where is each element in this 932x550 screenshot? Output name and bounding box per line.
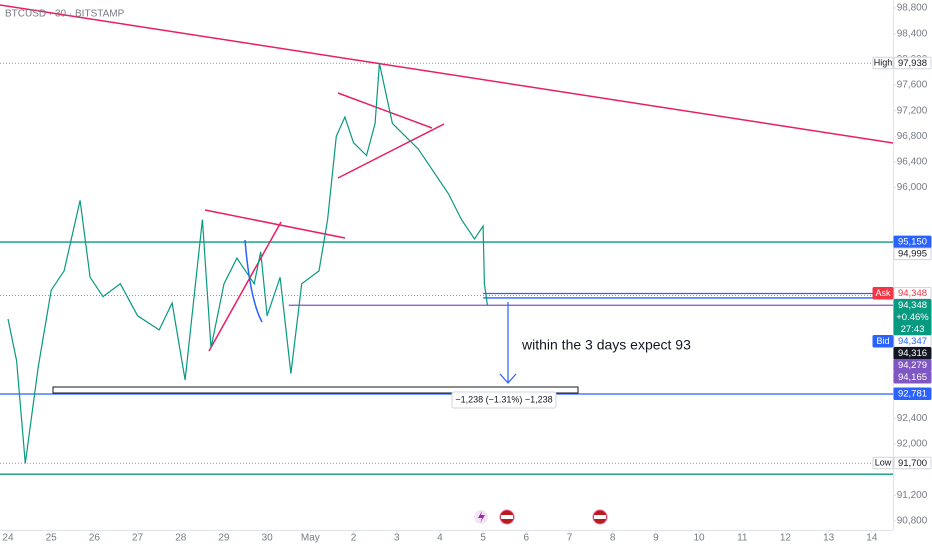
price-tag: Bid (876, 336, 889, 346)
price-label: 97,938 (898, 58, 927, 69)
price-tag-box (872, 456, 894, 470)
price-label: 94,347 (898, 336, 927, 347)
x-tick-label: 29 (218, 533, 230, 544)
trend-line (0, 4, 894, 144)
y-tick-label: 91,200 (897, 490, 928, 501)
x-tick-label: 11 (737, 533, 748, 544)
y-tick-label: 98,800 (897, 3, 928, 14)
x-tick-label: 13 (823, 533, 835, 544)
y-tick-label: 90,800 (897, 516, 928, 527)
price-axis: 24 25 26 27 28 29 30 May 2 3 4 5 6 7 8 9 10 11 12 13 14 98,80… (2, 3, 932, 544)
x-tick-label: 7 (567, 533, 573, 544)
price-label: 94,348 (898, 300, 927, 311)
price-tag-box (872, 56, 894, 70)
y-tick-label: 98,400 (897, 28, 928, 39)
x-tick-label: 5 (480, 533, 486, 544)
y-tick-label: 97,600 (897, 80, 928, 91)
x-tick-label: 2 (351, 533, 357, 544)
annotation: within the 3 days expect 93 (521, 337, 691, 353)
price-label-extra: 27:43 (901, 324, 925, 335)
curve (244, 239, 263, 323)
levels (0, 62, 893, 475)
flag-stripe (594, 515, 606, 519)
x-tick-label: May (301, 533, 320, 544)
x-tick-label: 26 (89, 533, 101, 544)
x-tick-label: 14 (866, 533, 878, 544)
price-label: 94,279 (898, 360, 927, 371)
price-label: 94,165 (898, 372, 927, 383)
trend-line (208, 221, 282, 352)
y-tick-label: 92,000 (897, 439, 928, 450)
price-tag-box (872, 335, 894, 348)
measure-label-box (451, 391, 557, 409)
price-label: 92,781 (898, 389, 927, 400)
trend-line (337, 92, 433, 129)
x-tick-label: 10 (694, 533, 706, 544)
price-tag: Low (875, 458, 892, 468)
trend-line (204, 209, 346, 239)
x-tick-label: 9 (653, 533, 659, 544)
price-label-box (893, 371, 932, 384)
y-tick-label: 97,200 (897, 105, 928, 116)
price-label: 91,700 (898, 458, 927, 469)
y-tick-label: 96,400 (897, 157, 928, 168)
x-tick-label: 12 (780, 533, 792, 544)
arrow-head (499, 373, 517, 384)
price-tag-box (872, 287, 894, 300)
measure-label: −1,238 (−1.31%) −1,238 (455, 394, 552, 404)
x-tick-label: 25 (46, 533, 58, 544)
price-label: 95,150 (898, 237, 927, 248)
y-tick-label: 96,000 (897, 182, 928, 193)
price-tag: Ask (875, 288, 891, 298)
price-label: 94,348 (898, 288, 927, 299)
price-label-box (893, 56, 932, 70)
y-tick-label: 96,800 (897, 131, 928, 142)
price-label: 94,995 (898, 249, 927, 260)
x-tick-label: 3 (394, 533, 400, 544)
measure-box (52, 386, 579, 394)
plot (7, 63, 488, 464)
x-tick-label: 4 (437, 533, 443, 544)
price-label-box (893, 387, 932, 400)
price-line (7, 63, 488, 464)
x-tick-label: 24 (2, 533, 14, 544)
x-tick-label: 27 (132, 533, 144, 544)
price-tag: High (874, 58, 893, 68)
y-tick-label: 92,400 (897, 413, 928, 424)
trend-line (337, 123, 445, 179)
x-tick-label: 6 (524, 533, 530, 544)
x-tick-label: 28 (175, 533, 187, 544)
price-label-extra: +0.46% (896, 312, 929, 323)
chart-title: BTCUSD · 30 · BITSTAMP (5, 9, 125, 20)
price-label-box (893, 456, 932, 470)
price-label-box (893, 247, 932, 261)
price-label: 94,316 (898, 348, 927, 359)
x-tick-label: 30 (262, 533, 274, 544)
x-tick-label: 8 (610, 533, 616, 544)
event-icon-bolt (478, 511, 485, 523)
flag-stripe (501, 515, 513, 519)
